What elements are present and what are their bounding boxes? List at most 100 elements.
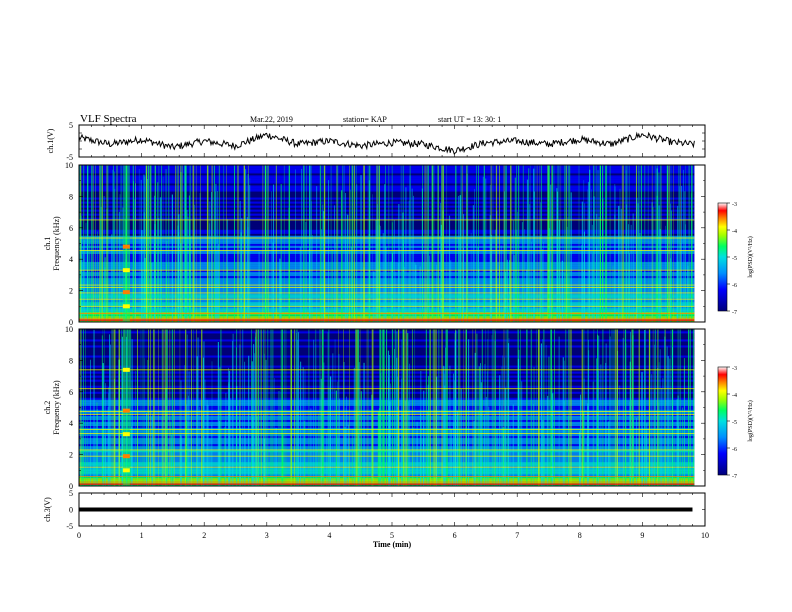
- burst-spot: [122, 468, 130, 473]
- y-tick-label: 4: [69, 419, 73, 428]
- x-tick-label: 2: [202, 531, 206, 540]
- colorbar-tick-label: -3: [732, 202, 737, 208]
- burst-column: [122, 329, 130, 486]
- chart-title: VLF Spectra: [80, 113, 137, 125]
- y-axis-label: Frequency (kHz): [52, 216, 61, 271]
- frequency-band: [79, 189, 695, 192]
- frequency-band: [79, 193, 695, 196]
- y-tick-label: 10: [65, 325, 73, 334]
- panel-border: [78, 164, 706, 323]
- recording-date: Mar.22, 2019: [250, 115, 293, 124]
- panel-ch1: 5 -5 ch.1(V): [46, 121, 706, 162]
- frequency-band: [79, 185, 695, 188]
- frequency-band: [79, 221, 695, 224]
- x-tick-label: 7: [515, 531, 519, 540]
- y-tick-label: 6: [69, 224, 73, 233]
- colorbar-gradient: [717, 366, 728, 476]
- y-tick-label: 0: [69, 318, 73, 327]
- y-tick-label: 5: [69, 121, 73, 130]
- frequency-band: [79, 233, 695, 236]
- colorbar-ch1: -3 -4 -5 -6 -7 log(PSD)(V²/Hz): [717, 202, 754, 316]
- x-tick-label: 5: [390, 531, 394, 540]
- colorbar-label: log(PSD)(V²/Hz): [747, 236, 754, 277]
- colorbar-tick-label: -7: [732, 474, 737, 480]
- frequency-band: [79, 223, 695, 226]
- x-axis-label: Time (min): [373, 540, 412, 549]
- frequency-band: [79, 169, 695, 172]
- station-label: station= KAP: [343, 115, 387, 124]
- start-time-label: start UT = 13: 30: 1: [438, 115, 502, 124]
- colorbar-tick-label: -3: [732, 366, 737, 372]
- channel-label: ch.1: [43, 237, 52, 251]
- frequency-band: [79, 205, 695, 208]
- frequency-band: [79, 175, 695, 178]
- colorbar-gradient: [717, 202, 728, 312]
- y-tick-label: 10: [65, 161, 73, 170]
- y-tick-label: 2: [69, 287, 73, 296]
- spectrogram-streaks: [80, 329, 695, 486]
- colorbar-tick-label: -6: [732, 283, 737, 289]
- frequency-band: [79, 229, 695, 232]
- colorbar-tick-label: -4: [732, 229, 737, 235]
- frequency-band: [79, 225, 695, 228]
- burst-spot: [122, 290, 130, 295]
- burst-spot: [122, 268, 130, 273]
- frequency-band: [79, 207, 695, 210]
- channel-label: ch.2: [43, 401, 52, 415]
- panel-ch1: 0 2 4 6 8 10 ch.1 Frequency (kHz): [43, 161, 706, 327]
- colorbar-label: log(PSD)(V²/Hz): [747, 400, 754, 441]
- frequency-band: [79, 211, 695, 214]
- frequency-band: [79, 177, 695, 180]
- x-tick-label: 8: [578, 531, 582, 540]
- frequency-band: [79, 215, 695, 218]
- x-tick-label: 1: [140, 531, 144, 540]
- x-tick-label: 10: [701, 531, 709, 540]
- panel-frame: [78, 124, 706, 158]
- spectrogram-streaks: [78, 165, 693, 322]
- frequency-band: [79, 239, 695, 242]
- frequency-band: [79, 191, 695, 194]
- frequency-band: [79, 183, 695, 186]
- frequency-band: [79, 209, 695, 212]
- y-tick-label: -5: [66, 153, 73, 162]
- x-tick-label: 6: [453, 531, 457, 540]
- frequency-band: [79, 179, 695, 182]
- frequency-band: [79, 219, 695, 222]
- y-tick-label: 8: [69, 192, 73, 201]
- frequency-band: [79, 165, 695, 168]
- colorbar-tick-label: -5: [732, 420, 737, 426]
- colorbar-ch2: -3 -4 -5 -6 -7 log(PSD)(V²/Hz): [717, 366, 754, 480]
- burst-spot: [122, 304, 130, 309]
- burst-spot: [122, 244, 130, 249]
- x-tick-label: 9: [640, 531, 644, 540]
- y-tick-label: 6: [69, 388, 73, 397]
- x-tick-label: 0: [77, 531, 81, 540]
- panel-ch2: 0 2 4 6 8 10 ch.2 Frequency (kHz): [43, 325, 706, 491]
- frequency-band: [79, 173, 695, 176]
- y-tick-label: 5: [69, 489, 73, 498]
- panel-ch3: 5 0 -5 ch.3(V): [43, 489, 706, 531]
- y-tick-label: 2: [69, 451, 73, 460]
- x-tick-label: 4: [327, 531, 331, 540]
- frequency-band: [79, 241, 695, 244]
- frequency-band: [79, 197, 695, 200]
- burst-spot: [122, 432, 130, 437]
- frequency-band: [79, 243, 695, 246]
- frequency-band: [79, 167, 695, 170]
- colorbar-tick-label: -4: [732, 393, 737, 399]
- burst-spot: [122, 408, 130, 413]
- frequency-band: [79, 199, 695, 202]
- frequency-band: [79, 187, 695, 190]
- y-tick-label: 0: [69, 506, 73, 515]
- frequency-band: [79, 203, 695, 206]
- y-tick-label: 0: [69, 482, 73, 491]
- y-tick-label: 4: [69, 255, 73, 264]
- frequency-band: [79, 217, 695, 220]
- y-axis-label: ch.1(V): [46, 128, 55, 153]
- x-tick-label: 3: [265, 531, 269, 540]
- burst-column: [122, 165, 130, 322]
- colorbar-tick-label: -7: [732, 310, 737, 316]
- ch1-series-line: [78, 131, 695, 155]
- frequency-band: [79, 231, 695, 234]
